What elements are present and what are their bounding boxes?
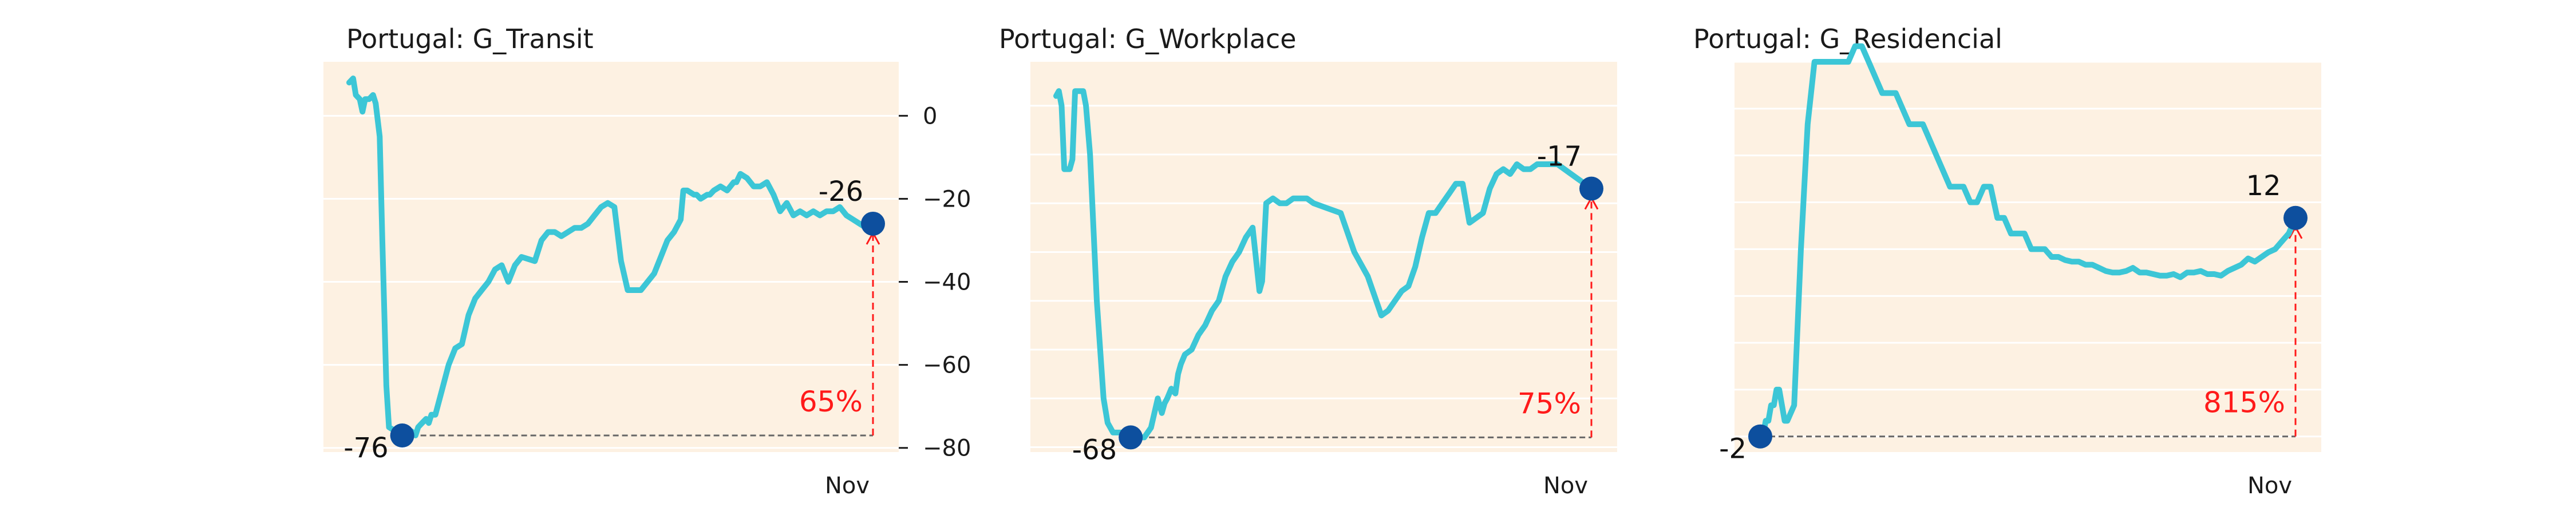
chart-title: Portugal: G_Workplace bbox=[999, 23, 1297, 54]
x-tick-label: Nov bbox=[825, 473, 870, 499]
end-value-label: -17 bbox=[1537, 141, 1582, 173]
plot-background bbox=[1735, 62, 2321, 452]
chart-panel-3: Portugal: G_Residencial Nov -2 12 815% bbox=[1693, 23, 2321, 499]
start-marker bbox=[1748, 424, 1772, 449]
end-value-label: -26 bbox=[819, 176, 863, 208]
start-marker bbox=[390, 423, 414, 447]
chart-panel-1: 0 −20 −40 −60 −80 Portugal: G_Transit Nov -76 -2… bbox=[323, 23, 971, 499]
panels: 0 −20 −40 −60 −80 Portugal: G_Transit Nov -76 -2… bbox=[323, 23, 2321, 499]
start-marker bbox=[1119, 425, 1143, 450]
change-percent-label: 75% bbox=[1518, 387, 1581, 420]
end-marker bbox=[861, 211, 885, 236]
start-value-label: -76 bbox=[343, 432, 388, 464]
chart-title: Portugal: G_Transit bbox=[346, 23, 594, 54]
y-tick-label: −80 bbox=[923, 435, 971, 462]
y-tick-label: −20 bbox=[923, 186, 971, 212]
plot-background bbox=[1030, 62, 1617, 452]
end-value-label: 12 bbox=[2246, 170, 2281, 202]
start-value-label: -68 bbox=[1072, 434, 1117, 466]
change-percent-label: 815% bbox=[2203, 386, 2285, 419]
series-line bbox=[1053, 88, 1594, 441]
end-marker bbox=[1579, 176, 1603, 201]
chart-panel-2: Portugal: G_Workplace Nov -68 -17 75% bbox=[999, 23, 1617, 499]
chart-title: Portugal: G_Residencial bbox=[1693, 23, 2002, 54]
y-tick-label: −60 bbox=[923, 352, 971, 379]
x-tick-label: Nov bbox=[1543, 473, 1588, 499]
y-tick-label: −40 bbox=[923, 270, 971, 296]
plot-background bbox=[323, 62, 899, 452]
x-tick-label: Nov bbox=[2247, 473, 2292, 499]
change-percent-label: 65% bbox=[799, 385, 863, 418]
y-tick-label: 0 bbox=[923, 103, 937, 129]
start-value-label: -2 bbox=[1719, 433, 1747, 465]
series-line bbox=[1757, 43, 2298, 439]
end-marker bbox=[2283, 205, 2308, 230]
